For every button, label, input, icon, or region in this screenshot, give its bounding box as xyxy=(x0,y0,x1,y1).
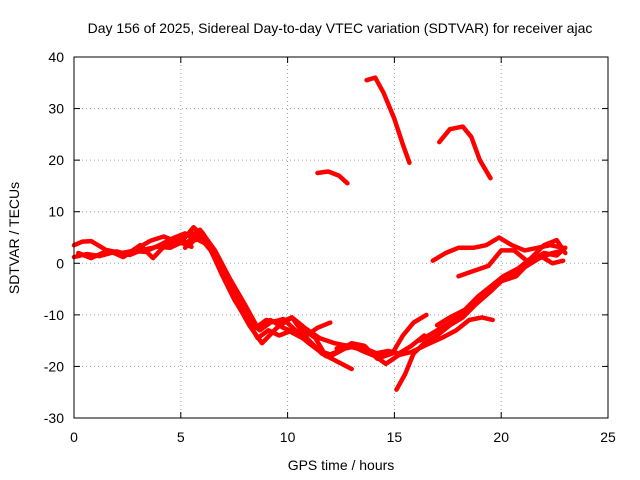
series-line-arc-9 xyxy=(302,312,429,361)
x-tick-label: 5 xyxy=(177,429,185,445)
y-tick-label: -30 xyxy=(44,410,64,426)
y-tick-label: -20 xyxy=(44,358,64,374)
series-line-arc-17 xyxy=(364,75,412,165)
x-tick-label: 15 xyxy=(387,429,403,445)
x-tick-label: 20 xyxy=(493,429,509,445)
y-tick-label: 20 xyxy=(48,152,64,168)
y-tick-label: 10 xyxy=(48,204,64,220)
series-line-arc-12 xyxy=(417,245,568,343)
plot-frame xyxy=(73,56,609,419)
y-axis-label: SDTVAR / TECUs xyxy=(6,182,22,294)
series-line-arc-8 xyxy=(191,235,386,359)
series-line-arc-18 xyxy=(437,124,493,181)
series-line-arc-10 xyxy=(334,315,495,367)
series-line-arc-16 xyxy=(315,169,350,186)
y-tick-label: 40 xyxy=(48,49,64,65)
y-tick-label: -10 xyxy=(44,307,64,323)
axis-ticks: 0 5 10 15 20 25 -30 -20 -10 0 10 20 30 40 xyxy=(44,49,616,445)
x-tick-label: 10 xyxy=(280,429,296,445)
x-tick-label: 0 xyxy=(70,429,78,445)
series-line-arc-15 xyxy=(456,248,566,279)
series-line-arc-14 xyxy=(430,235,566,263)
y-tick-label: 30 xyxy=(48,101,64,117)
x-tick-label: 25 xyxy=(600,429,616,445)
data-series xyxy=(71,75,568,392)
chart-title: Day 156 of 2025, Sidereal Day-to-day VTE… xyxy=(88,20,593,36)
x-axis-label: GPS time / hours xyxy=(288,457,395,473)
y-tick-label: 0 xyxy=(56,255,64,271)
